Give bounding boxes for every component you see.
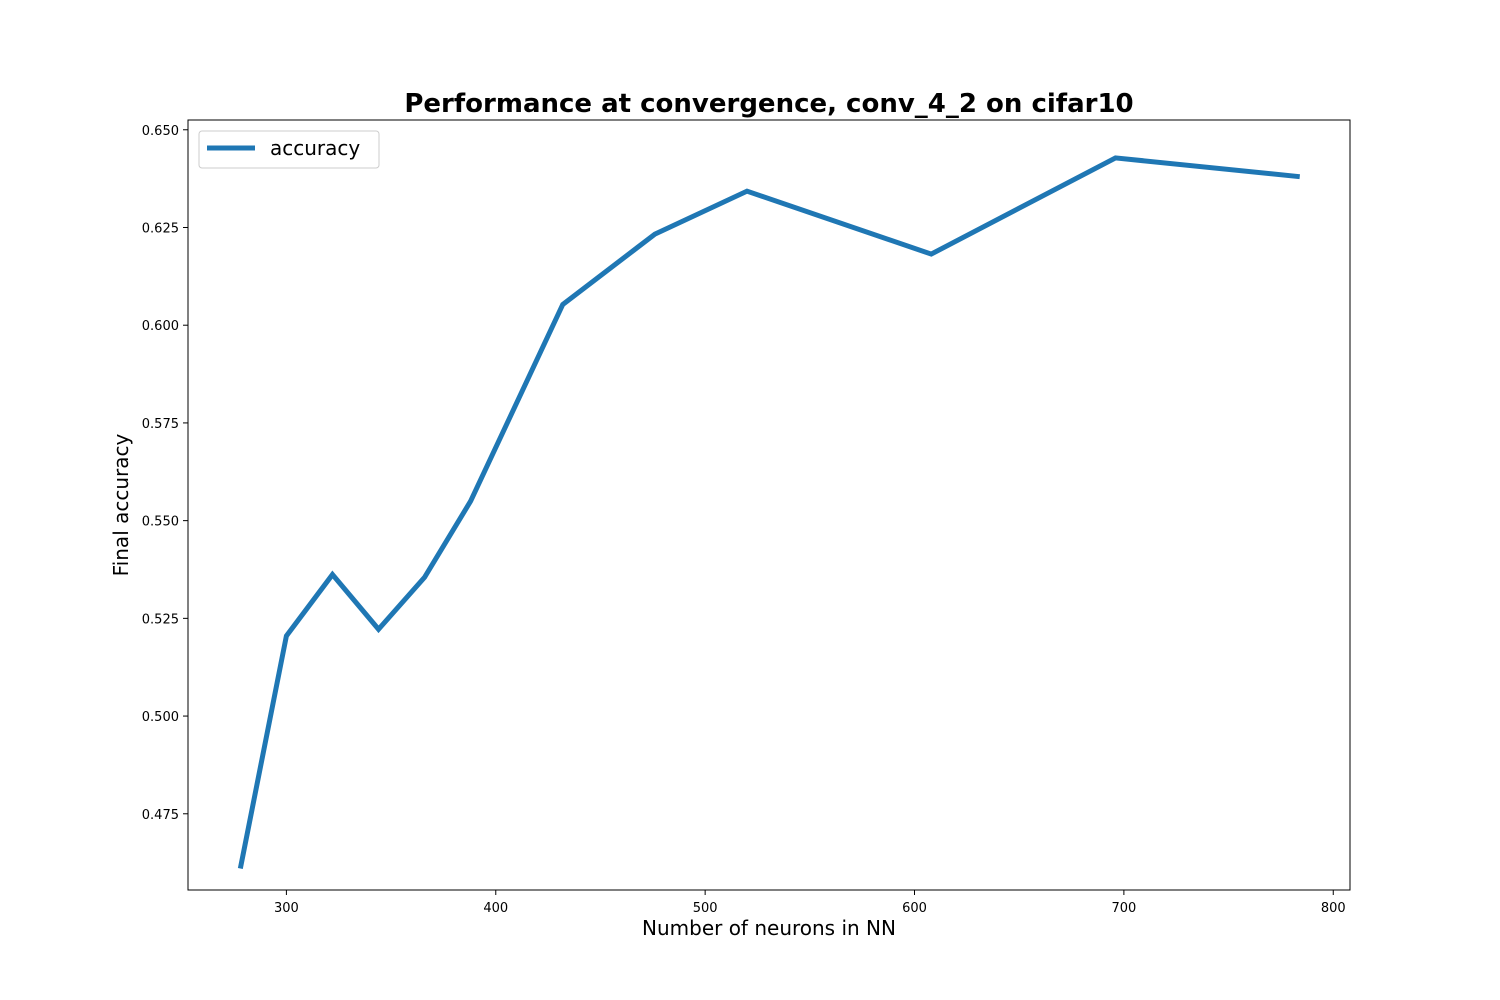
plot-frame <box>187 119 1351 891</box>
series-layer <box>237 155 1301 869</box>
legend-label-accuracy: accuracy <box>270 136 360 160</box>
y-tick-label: 0.500 <box>142 710 179 725</box>
plot-area: 300 400 500 600 700 800 0.4750.5000.5250.5500… <box>142 119 1351 916</box>
chart-title: Performance at convergence, conv_4_2 on … <box>404 89 1133 119</box>
x-tick-label: 700 <box>1111 901 1136 916</box>
y-tick-label: 0.600 <box>142 319 179 334</box>
series-line-accuracy <box>237 155 1301 869</box>
y-axis-label: Final accuracy <box>109 433 133 576</box>
legend-box <box>198 130 380 169</box>
legend: accuracy <box>198 130 380 169</box>
y-tick-label: 0.525 <box>142 612 179 627</box>
x-tick-label: 300 <box>274 901 299 916</box>
y-tick-label: 0.625 <box>142 221 179 236</box>
x-tick-label: 800 <box>1321 901 1346 916</box>
y-tick-label: 0.650 <box>142 124 179 139</box>
y-tick-label: 0.550 <box>142 515 179 530</box>
x-tick-label: 500 <box>693 901 718 916</box>
y-tick-label: 0.575 <box>142 417 179 432</box>
y-tick-label: 0.475 <box>142 808 179 823</box>
y-axis: 0.475 0.500 0.525 0.550 0.575 0.600 0.625 0.650 <box>142 124 188 823</box>
x-axis: 300 400 500 600 700 800 <box>274 890 1346 916</box>
x-tick-label: 600 <box>902 901 927 916</box>
x-tick-label: 400 <box>483 901 508 916</box>
x-axis-label: Number of neurons in NN <box>642 916 896 940</box>
